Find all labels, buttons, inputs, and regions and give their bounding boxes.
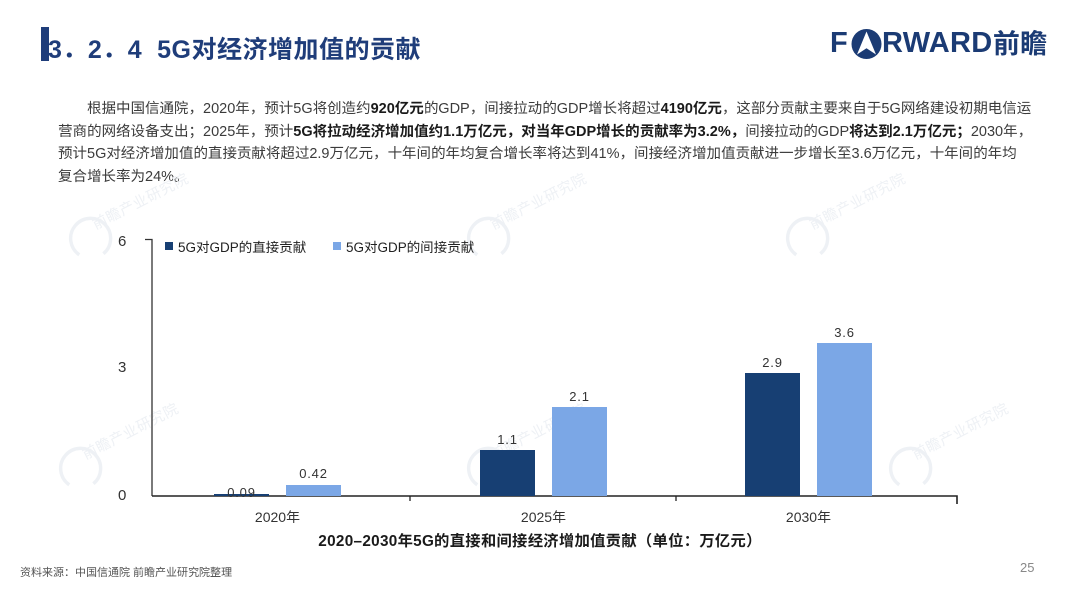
svg-text:F: F bbox=[830, 28, 848, 59]
svg-text:RWARD: RWARD bbox=[882, 28, 993, 59]
svg-text:前瞻: 前瞻 bbox=[993, 28, 1047, 60]
